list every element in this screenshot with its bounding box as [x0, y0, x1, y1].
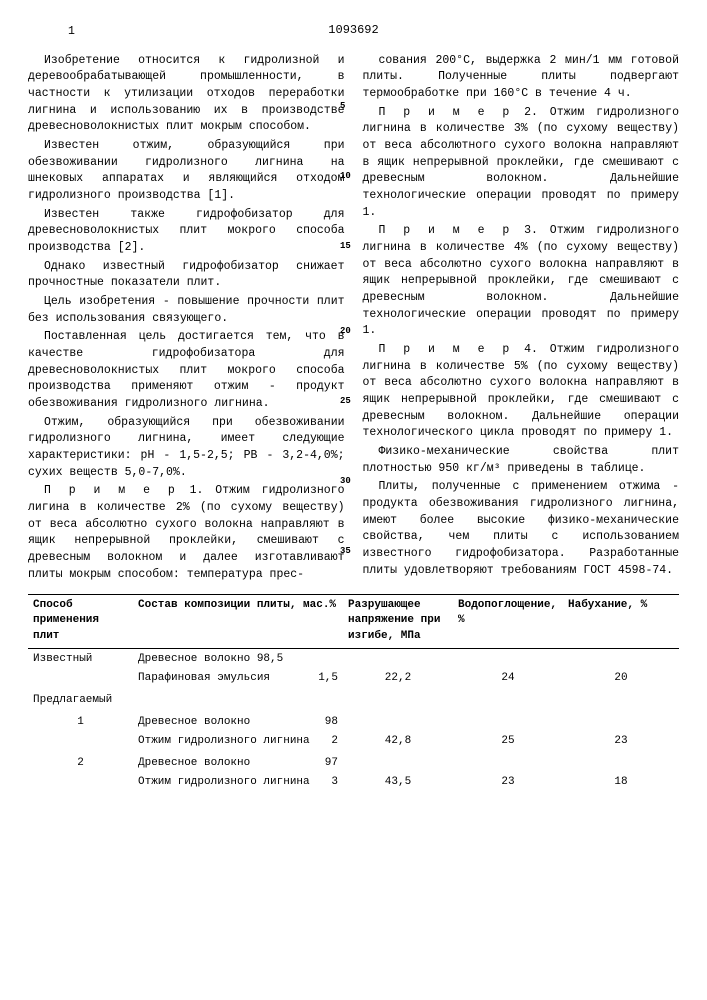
- col-header: Разрушающее напряжение при изгибе, МПа: [343, 594, 453, 649]
- paragraph: Однако известный гидрофобизатор снижает …: [28, 259, 345, 292]
- table-row: Парафиновая эмульсия1,5 22,2 24 20: [28, 671, 679, 690]
- method-label: Предлагаемый: [28, 690, 679, 712]
- paragraph: Отжим, образующийся при обезвоживании ги…: [28, 415, 345, 482]
- paragraph: Известен также гидрофобизатор для древес…: [28, 207, 345, 257]
- paragraph: Цель изобретения - повышение прочности п…: [28, 294, 345, 327]
- value: 25: [453, 734, 563, 753]
- col-header: Состав композиции плиты, мас.%: [133, 594, 343, 649]
- table-header-row: Способ применения плит Состав композиции…: [28, 594, 679, 649]
- row-number: 2: [28, 753, 133, 775]
- table-row: Отжим гидролизного лигнина3 43,5 23 18: [28, 775, 679, 794]
- paragraph: Известен отжим, образующийся при обезвож…: [28, 138, 345, 205]
- example-2: П р и м е р 2. Отжим гидролизного лигнин…: [363, 105, 680, 222]
- example-3: П р и м е р 3. Отжим гидролизного лигнин…: [363, 223, 680, 340]
- value: 18: [563, 775, 679, 794]
- left-column: Изобретение относится к гидролизной и де…: [28, 53, 345, 586]
- col-header: Водопоглощение, %: [453, 594, 563, 649]
- example-label: П р и м е р: [379, 224, 513, 237]
- table-row: 2 Древесное волокно97: [28, 753, 679, 775]
- line-number: 5: [340, 100, 345, 113]
- line-number: 10: [340, 170, 351, 183]
- example-label: П р и м е р: [44, 484, 178, 497]
- line-number: 20: [340, 325, 351, 338]
- composition: Парафиновая эмульсия1,5: [133, 671, 343, 690]
- paragraph: Поставленная цель достигается тем, что в…: [28, 329, 345, 412]
- row-number: 1: [28, 712, 133, 734]
- value: 43,5: [343, 775, 453, 794]
- col-header: Набухание, %: [563, 594, 679, 649]
- composition: Древесное волокно 98,5: [133, 649, 343, 671]
- composition: Отжим гидролизного лигнина2: [133, 734, 343, 753]
- method-label: Известный: [28, 649, 133, 671]
- composition: Древесное волокно97: [133, 753, 343, 775]
- paragraph: Физико-механические свойства плит плотно…: [363, 444, 680, 477]
- page-number-left: 1: [68, 24, 75, 41]
- table-row: Известный Древесное волокно 98,5: [28, 649, 679, 671]
- col-header: Способ применения плит: [28, 594, 133, 649]
- value: 23: [453, 775, 563, 794]
- value: 42,8: [343, 734, 453, 753]
- example-4: П р и м е р 4. Отжим гидролизного лигнин…: [363, 342, 680, 442]
- example-label: П р и м е р: [379, 343, 513, 356]
- paragraph: Плиты, полученные с применением отжима -…: [363, 479, 680, 579]
- line-number: 35: [340, 545, 351, 558]
- table-row: Предлагаемый: [28, 690, 679, 712]
- example-1: П р и м е р 1. Отжим гидролизного лигина…: [28, 483, 345, 583]
- value: 20: [563, 671, 679, 690]
- line-number: 25: [340, 395, 351, 408]
- right-column: сования 200°С, выдержка 2 мин/1 мм готов…: [363, 53, 680, 586]
- value: 23: [563, 734, 679, 753]
- document-number: 1093692: [328, 22, 378, 39]
- paragraph: Изобретение относится к гидролизной и де…: [28, 53, 345, 136]
- text-columns: Изобретение относится к гидролизной и де…: [28, 53, 679, 586]
- table-row: Отжим гидролизного лигнина2 42,8 25 23: [28, 734, 679, 753]
- table-row: 1 Древесное волокно98: [28, 712, 679, 734]
- results-table: Способ применения плит Состав композиции…: [28, 594, 679, 794]
- composition: Отжим гидролизного лигнина3: [133, 775, 343, 794]
- paragraph: сования 200°С, выдержка 2 мин/1 мм готов…: [363, 53, 680, 103]
- line-number: 15: [340, 240, 351, 253]
- line-number: 30: [340, 475, 351, 488]
- example-label: П р и м е р: [379, 106, 513, 119]
- composition: Древесное волокно98: [133, 712, 343, 734]
- value: 24: [453, 671, 563, 690]
- value: 22,2: [343, 671, 453, 690]
